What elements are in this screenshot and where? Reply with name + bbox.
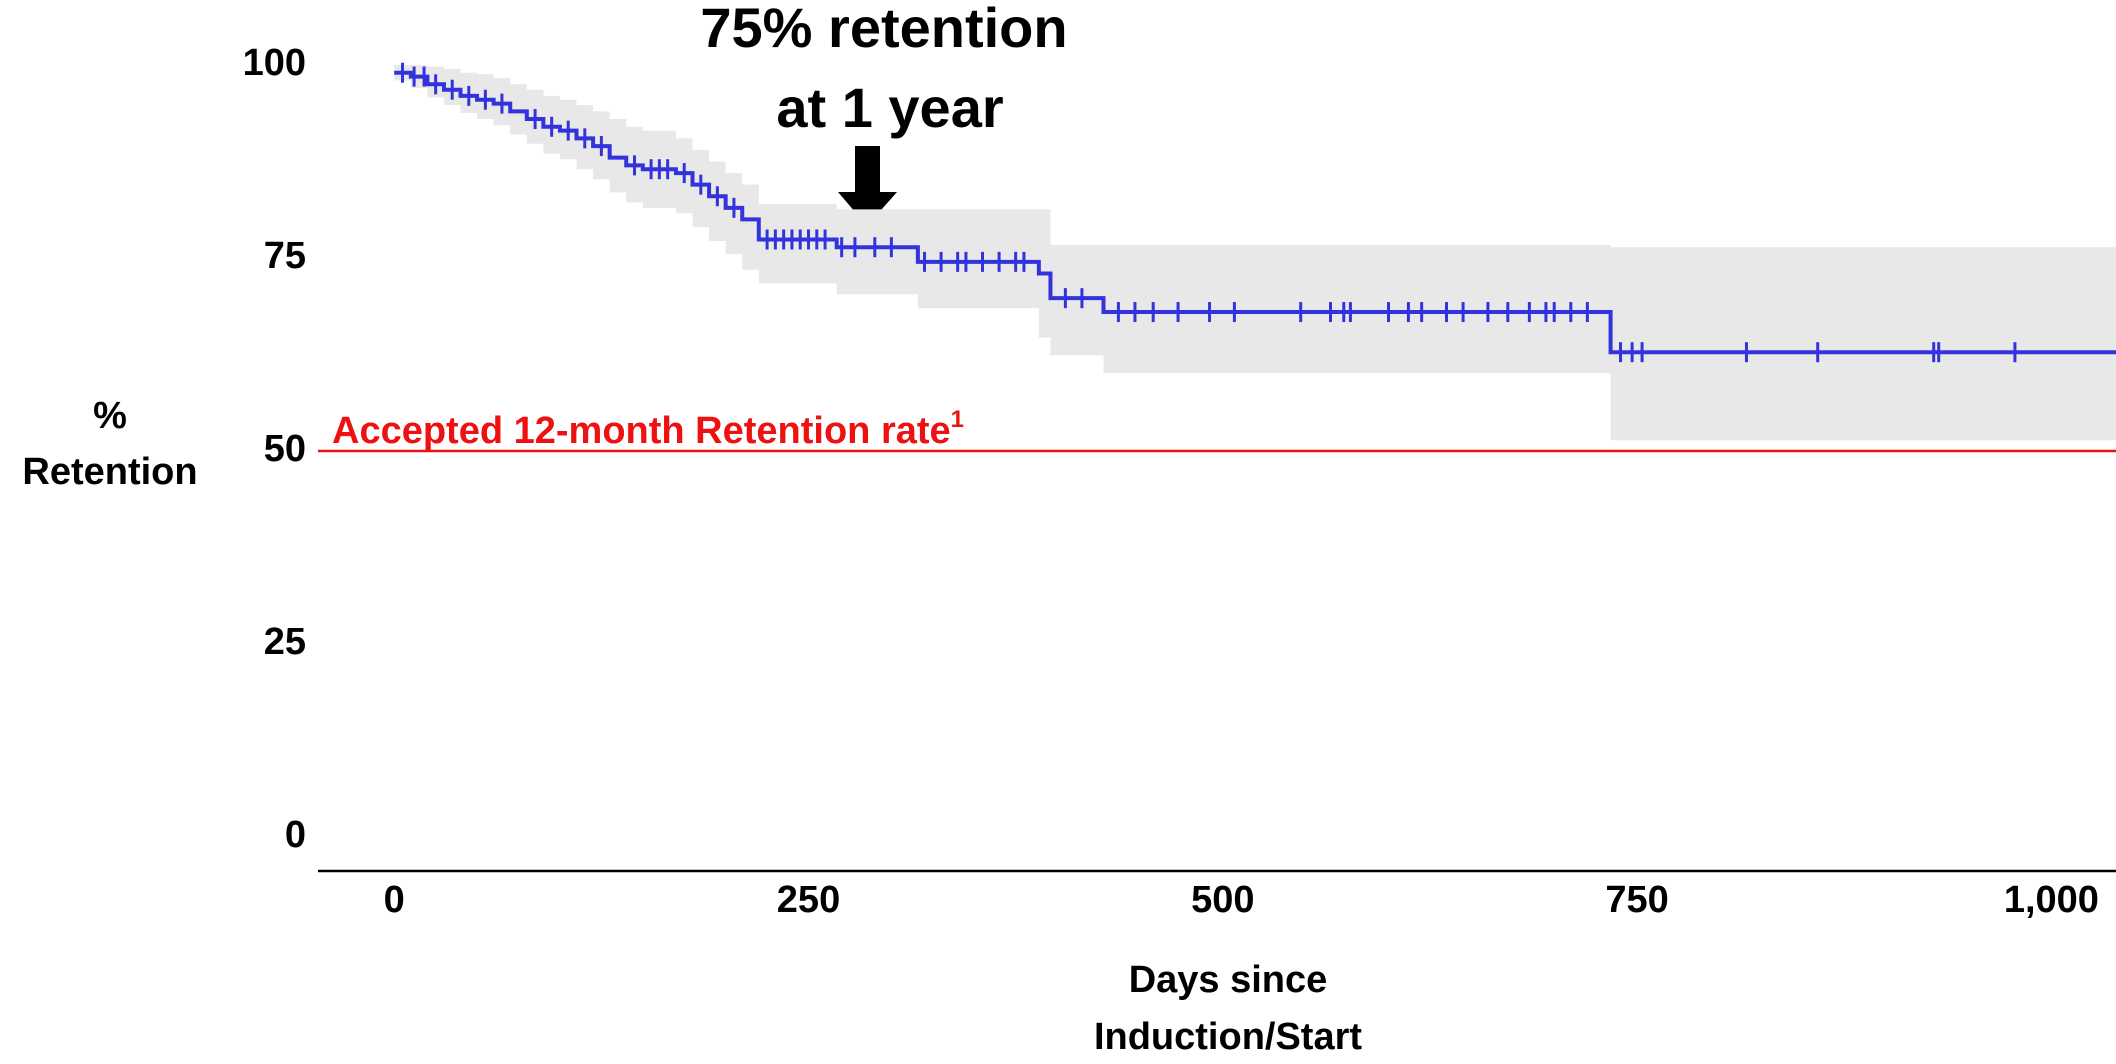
y-tick-label: 50 xyxy=(264,428,306,470)
x-tick-label: 250 xyxy=(777,879,840,921)
annotation: 75% retention xyxy=(700,0,1067,59)
reference-label: Accepted 12-month Retention rate1 xyxy=(332,406,964,452)
y-axis-label: % xyxy=(93,395,127,437)
y-tick-label: 0 xyxy=(285,814,306,856)
x-tick-label: 1,000 xyxy=(2004,879,2099,921)
y-tick-label: 75 xyxy=(264,235,306,277)
y-axis-label: Retention xyxy=(22,451,197,493)
x-tick-label: 0 xyxy=(384,879,405,921)
annotation-arrow xyxy=(838,146,897,226)
reference-label-superscript: 1 xyxy=(951,406,964,433)
x-axis-label: Induction/Start xyxy=(1094,1016,1362,1058)
y-tick-label: 25 xyxy=(264,621,306,663)
survival-curve xyxy=(394,70,2116,355)
confidence-band xyxy=(394,65,2116,441)
x-tick-label: 750 xyxy=(1605,879,1668,921)
y-tick-label: 100 xyxy=(243,42,306,84)
x-axis-label: Days since xyxy=(1129,959,1328,1001)
reference-label-text: Accepted 12-month Retention rate xyxy=(332,410,951,452)
annotation: at 1 year xyxy=(776,76,1003,139)
x-tick-label: 500 xyxy=(1191,879,1254,921)
